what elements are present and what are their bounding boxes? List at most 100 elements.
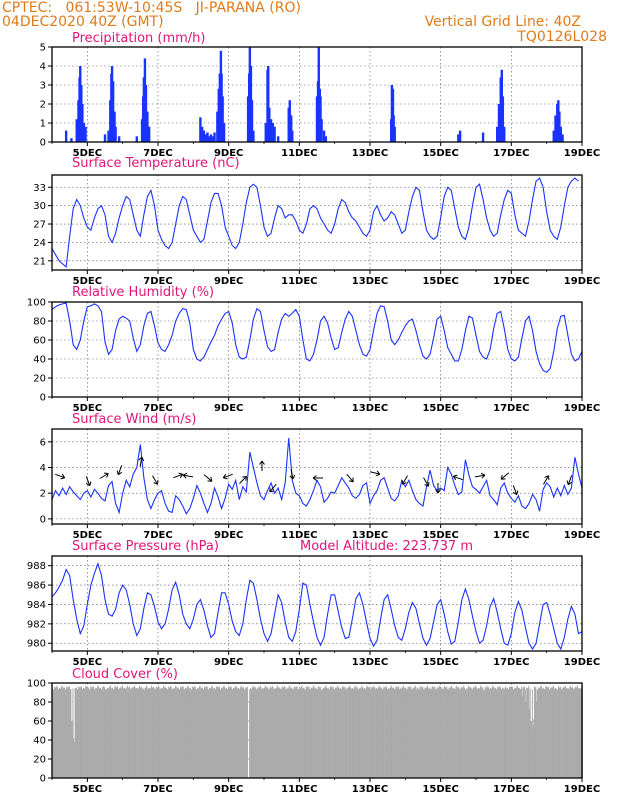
wind-arrow <box>269 483 277 493</box>
wind-arrow <box>173 472 184 479</box>
panel6-ytick-label: 20 <box>33 755 46 766</box>
panel1-title: Precipitation (mm/h) <box>72 31 205 46</box>
cloud-bar <box>200 688 202 778</box>
cloud-bar <box>289 686 291 778</box>
cloud-bar <box>233 687 235 778</box>
cloud-bar <box>265 686 267 778</box>
cloud-bar <box>430 689 432 778</box>
cloud-bar <box>218 687 220 778</box>
cloud-bar <box>365 689 367 778</box>
cloud-bar <box>478 688 480 778</box>
cloud-bar <box>99 688 101 778</box>
cloud-bar <box>98 688 100 778</box>
cloud-bar <box>174 688 176 778</box>
wind-arrow <box>55 473 66 480</box>
cloud-bar <box>361 685 363 778</box>
cloud-bar <box>76 687 78 778</box>
cloud-bar <box>372 687 374 778</box>
panel5-xtick-label: 13DEC <box>352 657 388 668</box>
cloud-bar <box>222 688 224 778</box>
cloud-bar <box>552 686 554 778</box>
cloud-bar <box>256 688 258 778</box>
cloud-bar <box>230 687 232 778</box>
cloud-bar <box>529 709 531 778</box>
panel3-ytick-label: 60 <box>33 336 46 347</box>
cloud-bar <box>291 687 293 778</box>
cloud-bar <box>77 689 79 778</box>
panel3-xtick-label: 9DEC <box>214 403 243 414</box>
cloud-bar <box>397 686 399 778</box>
panel1-xtick-label: 5DEC <box>73 148 102 159</box>
panel2-xtick-label: 13DEC <box>352 276 388 287</box>
cloud-bar <box>495 688 497 778</box>
panel3-xtick-label: 17DEC <box>493 403 529 414</box>
cloud-bar <box>403 686 405 778</box>
cloud-bar <box>125 689 127 778</box>
cloud-bar <box>389 688 391 778</box>
cloud-bar <box>580 689 582 778</box>
cloud-bar <box>565 685 567 778</box>
cloud-bar <box>445 687 447 778</box>
cloud-bar <box>456 687 458 778</box>
cloud-bar <box>326 688 328 778</box>
wind-arrow-shaft <box>139 456 143 468</box>
cloud-bar <box>533 686 535 778</box>
cloud-bar <box>485 686 487 778</box>
cloud-bar <box>468 687 470 778</box>
wind-arrow-head <box>424 482 430 487</box>
cloud-bar <box>312 686 314 778</box>
cloud-bar <box>366 685 368 778</box>
cloud-bar <box>251 687 253 778</box>
wind-arrow-head <box>312 475 317 481</box>
cloud-bar <box>475 685 477 778</box>
cloud-bar <box>357 690 359 778</box>
wind-arrow-head <box>544 475 550 480</box>
cloud-bar <box>456 685 458 778</box>
cloud-bar <box>336 686 338 778</box>
cloud-bar <box>288 688 290 778</box>
cloud-bar <box>198 688 200 778</box>
panel1-xtick-label: 9DEC <box>214 148 243 159</box>
cloud-bar <box>348 686 350 778</box>
cloud-bar <box>336 688 338 778</box>
cloud-bar <box>579 688 581 778</box>
cloud-bar <box>466 689 468 778</box>
panel6-xtick-label: 13DEC <box>352 784 388 795</box>
cloud-bar <box>572 688 574 778</box>
cloud-bar <box>374 689 376 778</box>
wind-arrow <box>346 473 354 483</box>
header-date: 04DEC2020 40Z (GMT) <box>2 14 164 30</box>
cloud-bar <box>201 688 203 778</box>
panel4-xtick-label: 17DEC <box>493 530 529 541</box>
wind-arrow <box>401 475 408 485</box>
cloud-bar <box>219 688 221 778</box>
cloud-bar <box>194 686 196 778</box>
cloud-bar <box>353 689 355 778</box>
cloud-bar <box>398 686 400 778</box>
cloud-bar <box>549 689 551 778</box>
cloud-bar <box>73 741 75 778</box>
cloud-bar <box>523 686 525 778</box>
cloud-bar <box>329 689 331 778</box>
panel4-ytick-label: 0 <box>40 514 46 525</box>
cloud-bar <box>318 686 320 778</box>
cloud-bar <box>514 688 516 778</box>
precip-bar <box>64 130 68 142</box>
cloud-bar <box>471 690 473 778</box>
panel1-xtick-label: 7DEC <box>143 148 172 159</box>
cloud-bar <box>406 689 408 778</box>
wind-arrow-head <box>182 472 188 479</box>
cloud-bar <box>262 687 264 778</box>
cloud-bar <box>576 686 578 778</box>
cloud-bar <box>244 690 246 778</box>
cloud-bar <box>391 686 393 778</box>
cloud-bar <box>264 685 266 778</box>
cloud-bar <box>121 686 123 778</box>
cloud-bar <box>293 686 295 778</box>
cloud-bar <box>118 690 120 778</box>
cloud-bar <box>322 687 324 778</box>
cloud-bar <box>484 688 486 778</box>
cloud-bar <box>230 686 232 778</box>
cloud-bar <box>442 689 444 778</box>
cloud-bar <box>161 689 163 778</box>
